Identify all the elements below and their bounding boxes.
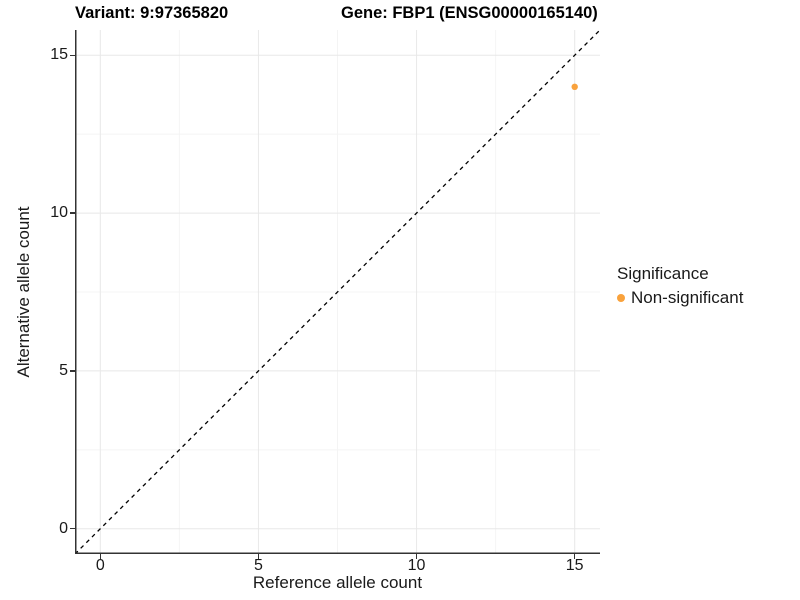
plot-title-gene: Gene: FBP1 (ENSG00000165140): [341, 4, 598, 22]
x-tick-mark: [257, 554, 260, 559]
legend: Significance Non-significant: [617, 264, 797, 308]
x-tick-mark: [415, 554, 418, 559]
x-tick-label: 10: [407, 557, 426, 574]
y-tick-mark: [70, 527, 75, 530]
y-tick-mark: [70, 212, 75, 214]
x-tick-mark: [99, 554, 102, 559]
x-tick-mark: [573, 554, 576, 559]
identity-line: [74, 29, 601, 555]
plot-panel: [74, 29, 601, 555]
legend-title: Significance: [617, 264, 709, 283]
data-point: [571, 83, 578, 91]
x-tick-label: 0: [95, 557, 105, 574]
x-tick-label: 5: [253, 557, 263, 574]
y-tick-label: 0: [59, 519, 68, 537]
y-tick-mark: [70, 54, 75, 56]
y-tick-mark: [70, 370, 75, 372]
legend-item: Non-significant: [617, 288, 797, 308]
y-tick-label: 10: [50, 204, 68, 222]
y-tick-label: 15: [50, 46, 68, 64]
y-tick-label: 5: [59, 361, 68, 379]
plot-title-variant: Variant: 9:97365820: [75, 4, 229, 22]
x-tick-label: 15: [565, 557, 584, 574]
legend-point-icon: [617, 294, 625, 302]
legend-item-label: Non-significant: [631, 288, 744, 307]
y-axis-title: Alternative allele count: [14, 206, 33, 378]
x-axis-title: Reference allele count: [252, 573, 423, 592]
plot-panel-canvas: [74, 29, 601, 555]
